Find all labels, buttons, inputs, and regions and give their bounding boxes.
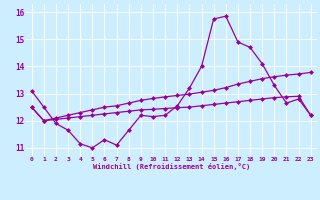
X-axis label: Windchill (Refroidissement éolien,°C): Windchill (Refroidissement éolien,°C) [92, 163, 250, 170]
